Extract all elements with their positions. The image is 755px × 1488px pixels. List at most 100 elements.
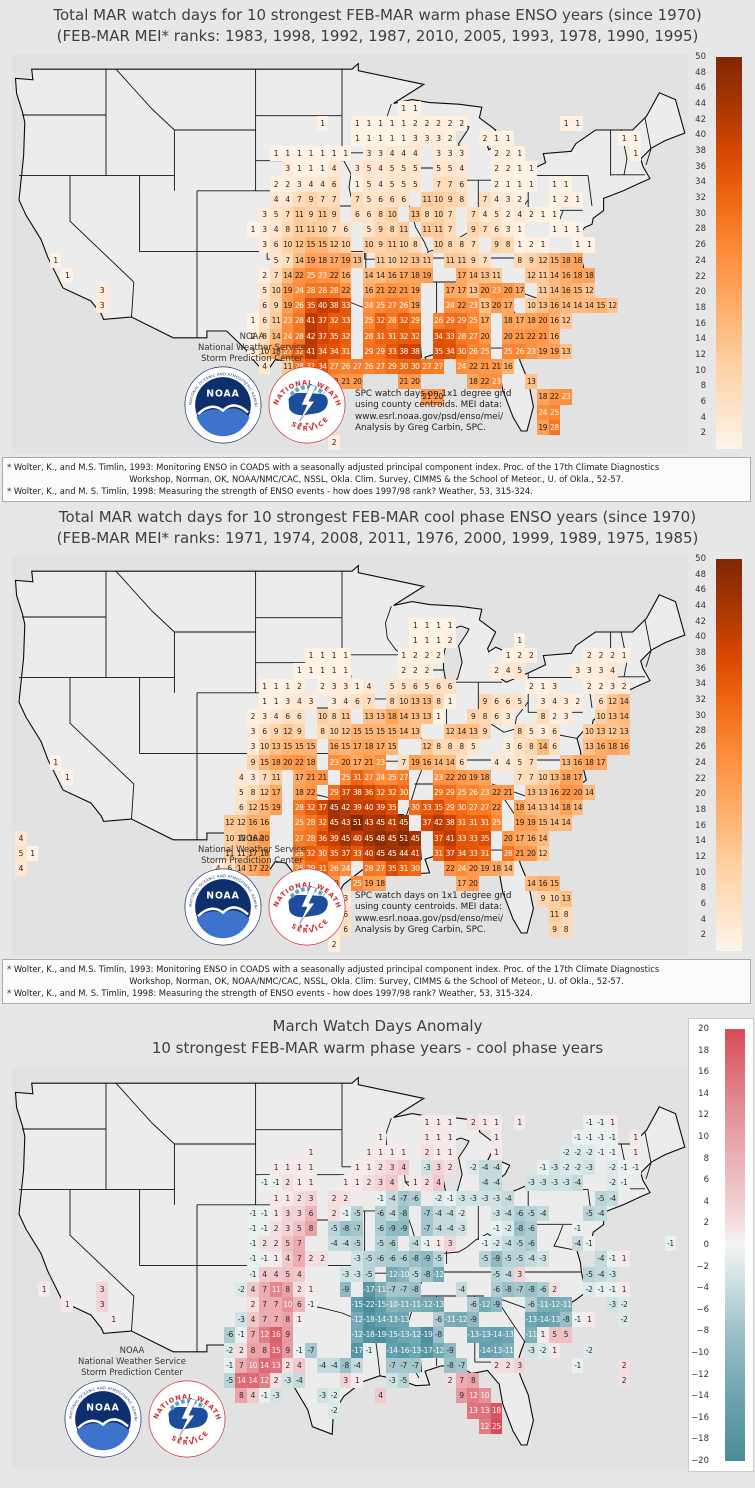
grid-cell: 20 — [525, 845, 537, 861]
grid-cell: 24 — [293, 283, 305, 299]
grid-cell: 24 — [374, 769, 387, 785]
grid-cell: 10 — [223, 830, 236, 846]
grid-cell: 20 — [479, 283, 491, 299]
grid-cell: 11 — [421, 191, 433, 207]
grid-cell: 2 — [595, 648, 607, 664]
grid-cell: 24 — [455, 861, 468, 877]
grid-cell: 39 — [328, 830, 340, 846]
grid-cell: 3 — [247, 343, 259, 359]
grid-cell: 13 — [351, 252, 363, 268]
grid-cell: 28 — [316, 283, 329, 299]
grid-cell: 1 — [618, 1281, 630, 1297]
grid-cell: 41 — [305, 343, 317, 359]
grid-cell: 3 — [502, 191, 514, 207]
colorbar-tick-label: −18 — [691, 1434, 709, 1445]
grid-cell: 3 — [548, 678, 561, 694]
colorbar-tick-label: 30 — [695, 208, 706, 219]
grid-cell: 16 — [560, 283, 572, 299]
grid-cell: 2 — [328, 937, 340, 953]
grid-cell: 11 — [444, 252, 456, 268]
grid-cell: 1 — [258, 693, 271, 709]
grid-cell: 22 — [293, 267, 305, 283]
grid-cell: -9 — [467, 1312, 479, 1328]
colorbar-tick-label: 14 — [695, 334, 706, 345]
grid-cell: 2 — [258, 267, 271, 283]
grid-cell: 11 — [270, 769, 282, 785]
grid-cell: 30 — [455, 800, 468, 816]
grid-cell: 7 — [328, 191, 340, 207]
grid-cell: 19 — [339, 252, 352, 268]
grid-cell: 1 — [305, 1145, 317, 1161]
grid-cell: 2 — [328, 435, 340, 451]
grid-cell: 3 — [258, 709, 271, 725]
grid-cell: 1 — [305, 1160, 317, 1176]
grid-cell: -10 — [397, 1266, 410, 1282]
grid-cell: 40 — [316, 298, 329, 314]
grid-cell: 9 — [281, 1342, 294, 1358]
grid-cell: 10 — [316, 222, 329, 238]
grid-cell: 4 — [270, 191, 282, 207]
grid-cell: 45 — [363, 830, 375, 846]
grid-cell: 21 — [490, 359, 503, 375]
grid-cell: 5 — [409, 176, 421, 192]
grid-cell: -9 — [339, 1281, 352, 1297]
footnote-line2: Workshop, Norman, OK, NOAA/NMC/CAC, NSSL… — [129, 976, 624, 987]
grid-cell: 8 — [455, 739, 468, 755]
grid-cell: -1 — [235, 1327, 247, 1343]
grid-cell: 10 — [363, 237, 375, 253]
grid-cell: -13 — [397, 1327, 410, 1343]
colorbar-tick-label: −12 — [691, 1369, 709, 1380]
colorbar-tick-label: 50 — [695, 52, 706, 62]
grid-cell: 14 — [537, 830, 549, 846]
grid-cell: 14 — [247, 1373, 259, 1389]
grid-cell: 1 — [247, 222, 259, 238]
grid-cell: 23 — [560, 389, 572, 405]
grid-cell: 7 — [479, 222, 491, 238]
grid-cell: -3 — [490, 1190, 503, 1206]
grid-cell: 9 — [479, 724, 491, 740]
grid-cell: 3 — [281, 693, 294, 709]
grid-cell: 23 — [316, 267, 329, 283]
grid-cell: 2 — [444, 1373, 456, 1389]
grid-cell: 24 — [363, 298, 375, 314]
grid-cell: 25 — [374, 298, 387, 314]
grid-cell: 14 — [618, 709, 630, 725]
grid-cell: -4 — [479, 1175, 491, 1191]
grid-cell: 6 — [490, 222, 503, 238]
grid-cell: 3 — [293, 176, 305, 192]
grid-cell: 2 — [502, 146, 514, 162]
grid-cell: 16 — [339, 267, 352, 283]
grid-cell: 35 — [328, 328, 340, 344]
grid-cell: 2 — [270, 1221, 282, 1237]
grid-cell: 21 — [316, 769, 329, 785]
grid-cell: 30 — [409, 800, 421, 816]
grid-cell: 1 — [61, 1297, 73, 1313]
grid-cell: 12 — [606, 724, 619, 740]
grid-cell: 11 — [270, 1281, 282, 1297]
grid-cell: 19 — [409, 754, 421, 770]
grid-cell: 1 — [513, 633, 526, 649]
grid-cell: 4 — [270, 1266, 282, 1282]
grid-cell: 8 — [502, 237, 514, 253]
grid-cell: 37 — [316, 313, 329, 329]
grid-cell: 45 — [409, 830, 421, 846]
grid-cell: -5 — [432, 1251, 445, 1267]
grid-cell: 23 — [328, 754, 340, 770]
grid-cell: 12 — [397, 252, 410, 268]
grid-cell: 2 — [525, 678, 537, 694]
grid-cell: 8 — [513, 252, 526, 268]
grid-cell: 4 — [386, 1175, 398, 1191]
grid-cell: -7 — [397, 1357, 410, 1373]
grid-cell: 3 — [281, 1205, 294, 1221]
grid-cell: 14 — [363, 267, 375, 283]
grid-cell: 20 — [537, 313, 549, 329]
grid-cell: 9 — [305, 207, 317, 223]
grid-cell: 18 — [513, 800, 526, 816]
grid-cell: 8 — [258, 328, 271, 344]
grid-cell: -6 — [397, 1251, 410, 1267]
colorbar-tick-label: 18 — [695, 804, 706, 815]
grid-cell: 5 — [270, 252, 282, 268]
grid-cell: -1 — [537, 1160, 549, 1176]
grid-cell: 1 — [351, 1373, 363, 1389]
